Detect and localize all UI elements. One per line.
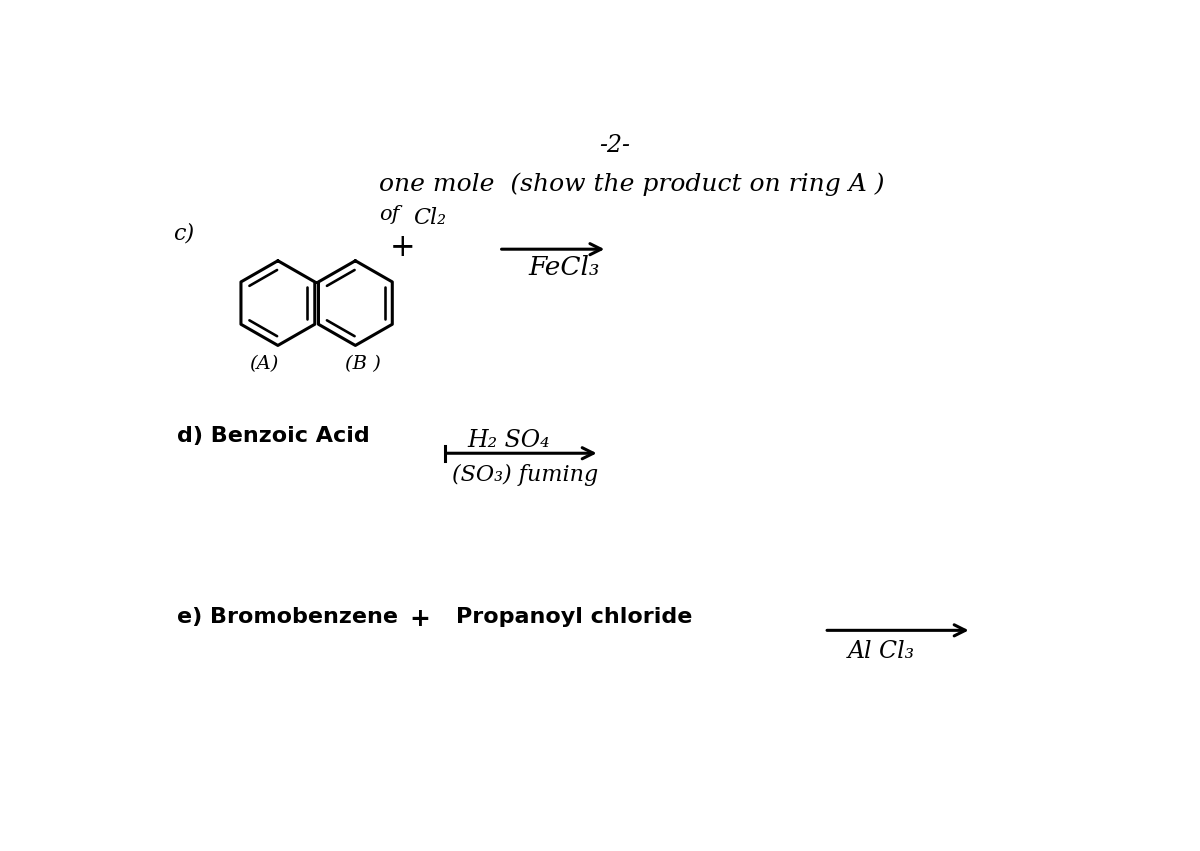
Text: (A): (A) bbox=[250, 355, 278, 373]
Text: FeCl₃: FeCl₃ bbox=[528, 255, 600, 280]
Text: Al Cl₃: Al Cl₃ bbox=[847, 640, 914, 663]
Text: of: of bbox=[379, 204, 398, 224]
Text: d) Benzoic Acid: d) Benzoic Acid bbox=[178, 426, 370, 446]
Text: Propanoyl chloride: Propanoyl chloride bbox=[456, 608, 692, 627]
Text: (B ): (B ) bbox=[346, 355, 382, 373]
Text: Cl₂: Cl₂ bbox=[414, 207, 446, 229]
Text: (SO₃) fuming: (SO₃) fuming bbox=[452, 464, 599, 486]
Text: H₂ SO₄: H₂ SO₄ bbox=[468, 429, 551, 452]
Text: +: + bbox=[390, 232, 415, 263]
Text: e) Bromobenzene: e) Bromobenzene bbox=[178, 608, 398, 627]
Text: c): c) bbox=[173, 222, 194, 244]
Text: one mole  (show the product on ring A ): one mole (show the product on ring A ) bbox=[379, 172, 884, 196]
Text: -2-: -2- bbox=[600, 134, 630, 157]
Text: +: + bbox=[409, 608, 431, 631]
